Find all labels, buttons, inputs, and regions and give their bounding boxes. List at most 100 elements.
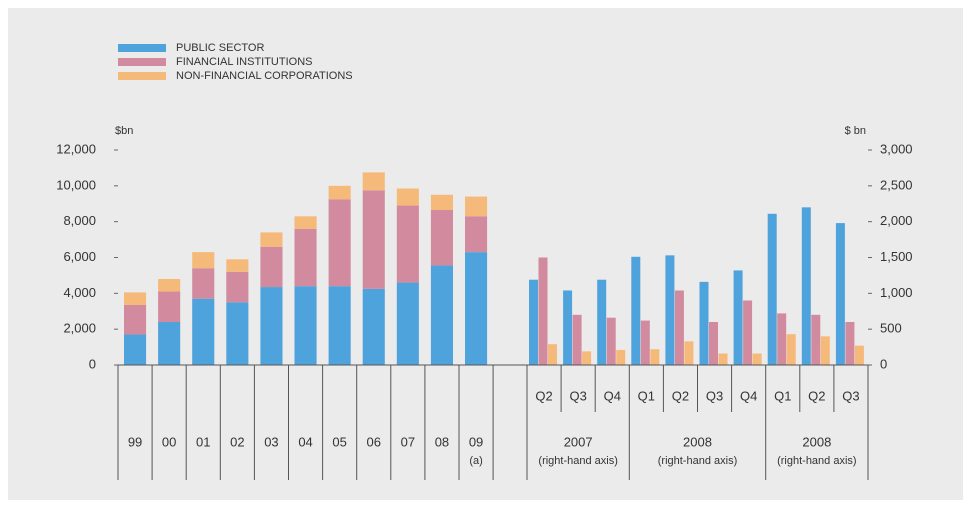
- x-tick-label: Q3: [706, 388, 723, 403]
- y-tick-label: 2,000: [63, 321, 96, 336]
- y2-axis-label: $ bn: [845, 125, 866, 137]
- x-tick-label: 07: [401, 434, 415, 449]
- bar-segment: [294, 228, 317, 287]
- bar: [718, 353, 728, 365]
- y2-tick-label: 3,000: [880, 141, 913, 156]
- x-tick-label: Q4: [740, 388, 757, 403]
- bar-segment: [328, 286, 351, 365]
- bar: [572, 314, 582, 365]
- bar: [597, 279, 607, 365]
- bar-segment: [192, 268, 215, 299]
- x-tick-label: 08: [435, 434, 449, 449]
- x-tick-label: Q2: [808, 388, 825, 403]
- bar: [743, 300, 753, 365]
- bar: [563, 290, 573, 365]
- x-tick-label: Q3: [569, 388, 586, 403]
- bar: [709, 322, 718, 365]
- y-tick-label: 12,000: [56, 141, 96, 156]
- group-label: 2007: [564, 434, 593, 449]
- bar-segment: [192, 298, 215, 365]
- bar-segment: [158, 279, 181, 292]
- x-tick-label: 06: [367, 434, 381, 449]
- x-tick-label: 03: [264, 434, 278, 449]
- x-tick-label: 01: [196, 434, 210, 449]
- bar-segment: [158, 322, 181, 365]
- legend-swatch: [118, 58, 166, 66]
- bar: [631, 256, 641, 365]
- bar: [767, 213, 777, 365]
- x-tick-label: 05: [332, 434, 346, 449]
- bar: [752, 353, 762, 365]
- group-sublabel: (right-hand axis): [658, 455, 737, 467]
- bar-segment: [465, 252, 488, 365]
- x-tick-label: Q2: [535, 388, 552, 403]
- group-sublabel: (right-hand axis): [777, 455, 856, 467]
- y-tick-label: 6,000: [63, 249, 96, 264]
- group-label: 2008: [683, 434, 712, 449]
- bar-segment: [294, 286, 317, 365]
- bar-segment: [192, 252, 215, 269]
- y-tick-label: 4,000: [63, 285, 96, 300]
- x-tick-label: Q1: [774, 388, 791, 403]
- x-tick-label: 99: [128, 434, 142, 449]
- annotation: (a): [469, 455, 482, 467]
- legend-label: FINANCIAL INSTITUTIONS: [176, 56, 313, 68]
- bar: [640, 320, 650, 365]
- bar: [777, 313, 787, 365]
- y-tick-label: 0: [89, 356, 96, 371]
- bar-segment: [260, 246, 283, 288]
- bar-segment: [294, 216, 317, 229]
- bar: [684, 341, 694, 365]
- bar: [674, 290, 684, 365]
- y-tick-label: 10,000: [56, 177, 96, 192]
- y2-tick-label: 1,500: [880, 249, 913, 264]
- bar-segment: [362, 190, 385, 289]
- x-tick-label: 00: [162, 434, 176, 449]
- bar: [529, 279, 538, 365]
- bar: [811, 314, 821, 365]
- bar: [699, 281, 709, 365]
- y2-tick-label: 1,000: [880, 285, 913, 300]
- bar: [538, 257, 548, 365]
- x-tick-label: 04: [298, 434, 312, 449]
- x-tick-label: Q1: [638, 388, 655, 403]
- bar-segment: [124, 334, 147, 365]
- bar: [606, 317, 616, 365]
- y-tick-label: 8,000: [63, 213, 96, 228]
- bar: [845, 322, 855, 365]
- x-tick-label: 02: [230, 434, 244, 449]
- bar: [854, 345, 864, 365]
- legend-label: PUBLIC SECTOR: [176, 42, 264, 54]
- bar: [835, 223, 845, 365]
- bar-segment: [362, 288, 385, 365]
- bar-segment: [430, 265, 453, 365]
- y-axis-label: $bn: [115, 125, 133, 137]
- bar: [801, 207, 811, 365]
- bar-segment: [396, 188, 419, 206]
- bar-segment: [396, 282, 419, 365]
- bar: [616, 349, 626, 365]
- group-label: 2008: [802, 434, 831, 449]
- bar-segment: [328, 199, 351, 287]
- bar-segment: [158, 291, 181, 322]
- x-tick-label: 09: [469, 434, 483, 449]
- bar-segment: [260, 232, 283, 247]
- bar-segment: [124, 292, 147, 305]
- y2-tick-label: 2,000: [880, 213, 913, 228]
- bar: [786, 334, 796, 365]
- bar-segment: [124, 304, 147, 335]
- bar-segment: [465, 196, 488, 217]
- bar-segment: [430, 210, 453, 266]
- x-tick-label: Q2: [672, 388, 689, 403]
- bar-segment: [226, 259, 249, 272]
- x-tick-label: Q3: [842, 388, 859, 403]
- bar-segment: [260, 287, 283, 365]
- bar-segment: [328, 185, 351, 200]
- bar-segment: [430, 194, 453, 211]
- bar-segment: [396, 205, 419, 283]
- bar-segment: [226, 271, 249, 303]
- bar: [548, 344, 557, 365]
- x-tick-label: Q4: [604, 388, 621, 403]
